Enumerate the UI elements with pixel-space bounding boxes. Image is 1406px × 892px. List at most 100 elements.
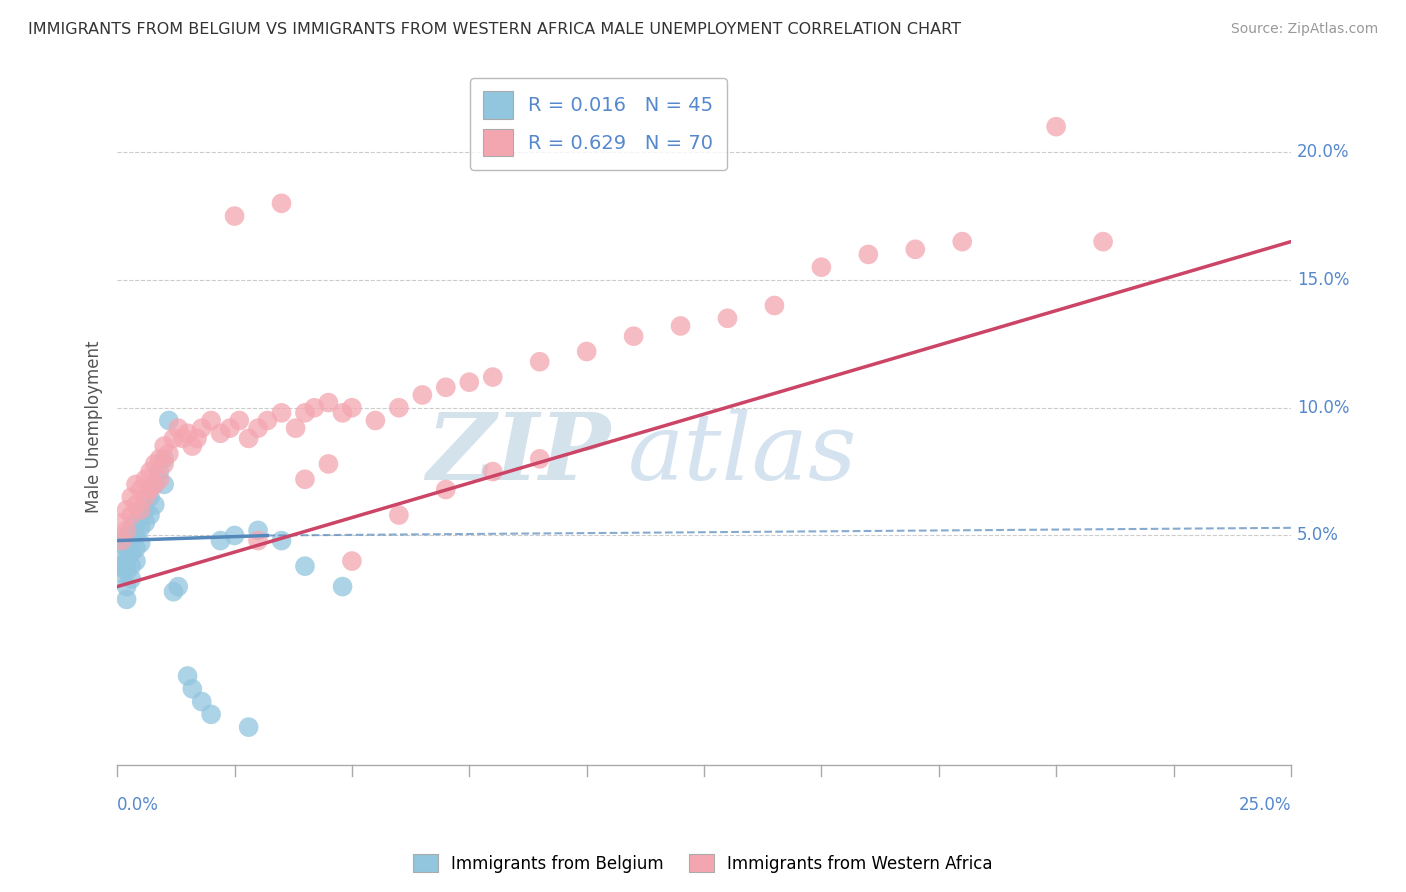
Point (139, 508, 162, 522)
Point (858, 247, 880, 261)
Point (1092, 235, 1115, 249)
Point (129, 503, 152, 517)
Point (763, 299, 786, 313)
Point (129, 483, 152, 497)
Point (139, 483, 162, 497)
Point (172, 431, 194, 445)
Point (434, 483, 457, 497)
Point (270, 406, 292, 420)
Point (129, 508, 152, 522)
Point (810, 260, 832, 275)
Text: Source: ZipAtlas.com: Source: ZipAtlas.com (1230, 22, 1378, 37)
Point (120, 546, 142, 560)
Point (388, 401, 411, 415)
Text: 20.0%: 20.0% (1296, 144, 1350, 161)
Point (167, 421, 190, 435)
Point (284, 421, 307, 435)
Text: atlas: atlas (627, 409, 858, 499)
Point (111, 566, 134, 581)
Point (120, 524, 142, 538)
Point (294, 559, 316, 574)
Point (186, 431, 208, 445)
Point (115, 564, 138, 578)
Point (238, 431, 260, 445)
Point (209, 533, 232, 548)
Point (481, 465, 503, 479)
Point (332, 406, 354, 420)
Point (224, 528, 246, 542)
Point (129, 521, 152, 535)
Point (181, 439, 204, 453)
Point (148, 465, 170, 479)
Point (143, 498, 166, 512)
Point (318, 457, 340, 471)
Point (125, 554, 148, 568)
Point (340, 554, 363, 568)
Point (228, 413, 250, 427)
Point (167, 580, 190, 594)
Text: 10.0%: 10.0% (1296, 399, 1350, 417)
Text: 5.0%: 5.0% (1296, 526, 1339, 544)
Point (120, 572, 142, 586)
Point (458, 375, 481, 389)
Point (120, 559, 142, 574)
Legend: Immigrants from Belgium, Immigrants from Western Africa: Immigrants from Belgium, Immigrants from… (406, 847, 1000, 880)
Point (153, 457, 176, 471)
Point (129, 536, 152, 550)
Point (111, 516, 134, 530)
Point (139, 465, 162, 479)
Point (950, 235, 973, 249)
Point (716, 311, 738, 326)
Point (340, 401, 363, 415)
Point (529, 355, 551, 369)
Point (162, 584, 184, 599)
Point (120, 533, 142, 548)
Point (115, 528, 138, 542)
Point (134, 490, 156, 504)
Point (481, 370, 503, 384)
Point (115, 524, 138, 538)
Point (157, 413, 180, 427)
Point (143, 477, 166, 491)
Point (200, 707, 222, 722)
Point (115, 554, 138, 568)
Point (294, 472, 316, 486)
Legend: R = 0.016   N = 45, R = 0.629   N = 70: R = 0.016 N = 45, R = 0.629 N = 70 (470, 78, 727, 169)
Point (120, 490, 142, 504)
Point (115, 580, 138, 594)
Point (120, 508, 142, 522)
Point (111, 559, 134, 574)
Point (134, 516, 156, 530)
Point (115, 592, 138, 607)
Point (125, 498, 148, 512)
Point (176, 426, 198, 441)
Point (148, 451, 170, 466)
Point (209, 426, 232, 441)
Point (111, 549, 134, 563)
Point (318, 395, 340, 409)
Point (247, 524, 270, 538)
Point (332, 580, 354, 594)
Point (190, 695, 212, 709)
Y-axis label: Male Unemployment: Male Unemployment (86, 341, 103, 513)
Point (115, 541, 138, 556)
Point (623, 329, 645, 343)
Point (111, 533, 134, 548)
Point (139, 490, 162, 504)
Point (388, 508, 411, 522)
Point (575, 344, 598, 359)
Point (200, 413, 222, 427)
Text: IMMIGRANTS FROM BELGIUM VS IMMIGRANTS FROM WESTERN AFRICA MALE UNEMPLOYMENT CORR: IMMIGRANTS FROM BELGIUM VS IMMIGRANTS FR… (28, 22, 962, 37)
Point (125, 477, 148, 491)
Point (256, 413, 278, 427)
Point (176, 669, 198, 683)
Point (153, 451, 176, 466)
Text: 25.0%: 25.0% (1239, 797, 1291, 814)
Text: ZIP: ZIP (426, 409, 610, 499)
Text: 15.0%: 15.0% (1296, 271, 1350, 289)
Point (125, 528, 148, 542)
Point (181, 681, 204, 696)
Point (434, 380, 457, 394)
Point (529, 451, 551, 466)
Point (218, 421, 240, 435)
